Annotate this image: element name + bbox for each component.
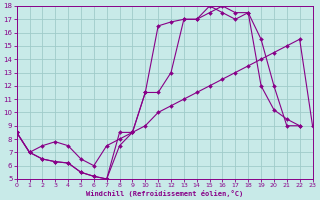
X-axis label: Windchill (Refroidissement éolien,°C): Windchill (Refroidissement éolien,°C)	[86, 190, 243, 197]
